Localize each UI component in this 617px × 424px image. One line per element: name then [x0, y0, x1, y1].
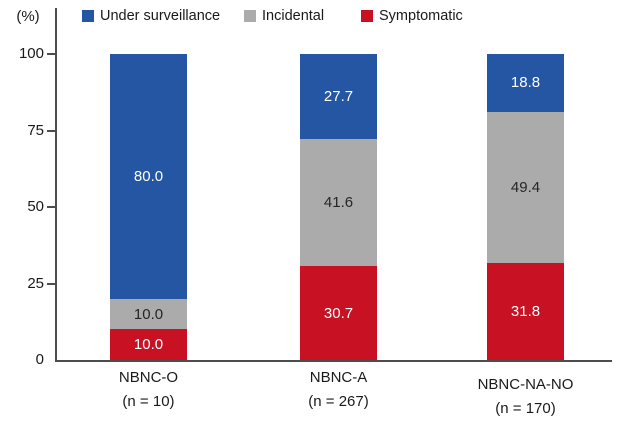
x-category-nbnc-a: NBNC-A (n = 267): [308, 369, 368, 411]
bar-value-label: 30.7: [323, 304, 354, 322]
legend-swatch-red-icon: [361, 10, 373, 22]
bar-segment-nbnc-o-incidental: 10.0: [110, 298, 187, 330]
x-category-nbnc-na-no: NBNC-NA-NO (n = 170): [478, 376, 574, 418]
x-category-label: NBNC-O: [118, 369, 179, 386]
y-tick-mark-50: [47, 206, 55, 208]
legend-swatch-blue-icon: [82, 10, 94, 22]
legend-label-under-surveillance: Under surveillance: [100, 8, 221, 24]
y-tick-label-0: 0: [35, 351, 44, 368]
bar-value-label: 10.0: [133, 305, 164, 323]
y-tick-label-75: 75: [27, 121, 44, 139]
legend: Under surveillance Incidental Symptomati…: [0, 0, 617, 30]
bar-segment-nbnc-a-incidental: 41.6: [300, 138, 377, 267]
bar-segment-nbnc-a-under-surveillance: 27.7: [300, 54, 377, 139]
x-category-count: (n = 267): [308, 393, 369, 410]
bar-group-nbnc-a: 27.7 41.6 30.7: [300, 54, 377, 360]
x-category-label: NBNC-A: [309, 369, 368, 386]
bar-value-label: 80.0: [133, 167, 164, 185]
y-tick-label-25: 25: [27, 274, 44, 292]
bar-value-label: 27.7: [323, 87, 354, 105]
y-axis-unit-label: (%): [16, 8, 40, 25]
bar-segment-nbnc-na-no-symptomatic: 31.8: [487, 262, 564, 360]
bar-value-label: 31.8: [510, 302, 541, 320]
bar-segment-nbnc-na-no-incidental: 49.4: [487, 111, 564, 263]
bar-value-label: 18.8: [510, 74, 541, 92]
x-category-label: NBNC-NA-NO: [477, 376, 574, 393]
bar-segment-nbnc-a-symptomatic: 30.7: [300, 266, 377, 360]
x-category-nbnc-o: NBNC-O (n = 10): [119, 369, 178, 411]
y-tick-mark-75: [47, 129, 55, 132]
legend-label-incidental: Incidental: [262, 8, 325, 24]
legend-label-symptomatic: Symptomatic: [379, 8, 463, 24]
y-tick-mark-25: [47, 282, 55, 285]
bar-segment-nbnc-o-symptomatic: 10.0: [110, 329, 187, 360]
y-axis-line: [55, 8, 57, 362]
legend-swatch-gray-icon: [244, 10, 256, 22]
legend-item-symptomatic: Symptomatic: [361, 7, 463, 25]
x-category-count: (n = 10): [122, 393, 175, 410]
bar-group-nbnc-na-no: 18.8 49.4 31.8: [487, 54, 564, 360]
y-tick-mark-100: [47, 53, 55, 55]
bar-value-label: 41.6: [323, 193, 354, 211]
legend-item-under-surveillance: Under surveillance: [82, 7, 220, 25]
legend-item-incidental: Incidental: [244, 7, 324, 25]
bar-segment-nbnc-na-no-under-surveillance: 18.8: [487, 54, 564, 112]
bar-segment-nbnc-o-under-surveillance: 80.0: [110, 54, 187, 299]
y-tick-label-100: 100: [18, 45, 44, 62]
x-axis-line: [55, 360, 612, 362]
y-tick-label-50: 50: [27, 198, 44, 215]
x-category-count: (n = 170): [495, 400, 556, 417]
bar-value-label: 49.4: [510, 178, 541, 196]
bar-value-label: 10.0: [133, 336, 164, 354]
bar-group-nbnc-o: 80.0 10.0 10.0: [110, 54, 187, 360]
